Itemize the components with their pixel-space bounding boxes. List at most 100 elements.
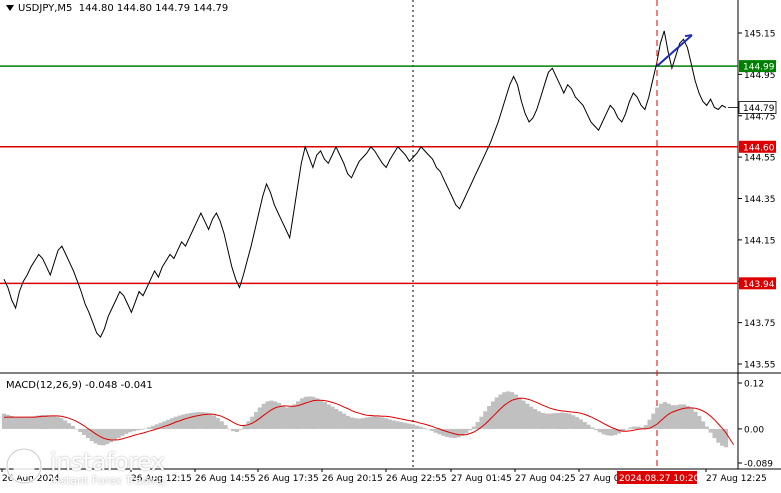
macd-histogram-bar: [124, 428, 129, 434]
current-price-label: 144.79: [743, 104, 775, 114]
macd-histogram-bar: [647, 419, 652, 429]
macd-histogram-bar: [620, 428, 625, 432]
level-price-label: 143.94: [743, 280, 775, 290]
macd-histogram-bar: [670, 405, 675, 429]
level-price-tag: [739, 60, 776, 73]
macd-histogram-bar: [280, 405, 285, 429]
price-tick-label: 143.55: [744, 361, 776, 371]
brand-name: instaforex: [50, 448, 165, 476]
cursor-time-tag: [617, 471, 697, 484]
time-tick-label: 26 Aug 2024: [2, 474, 60, 484]
macd-histogram-bar: [590, 427, 595, 429]
macd-histogram-bar: [425, 428, 431, 430]
macd-histogram-bar: [276, 402, 282, 429]
macd-histogram-bar: [181, 414, 186, 429]
ohlc-values: 144.80 144.80 144.79 144.79: [78, 3, 229, 14]
macd-histogram-bar: [261, 403, 266, 429]
macd-histogram-bar: [36, 415, 41, 429]
macd-histogram-bar: [326, 404, 331, 429]
macd-histogram-bar: [24, 417, 29, 429]
macd-histogram-bar: [380, 417, 385, 429]
macd-histogram-bar: [353, 418, 358, 429]
macd-histogram-bar: [701, 421, 706, 429]
macd-histogram-bar: [66, 423, 71, 429]
level-price-tag: [739, 277, 776, 290]
time-tick-label: 26 Aug 12:15: [131, 474, 192, 484]
macd-histogram-bar: [720, 428, 725, 446]
price-tick-label: 144.95: [744, 71, 776, 81]
macd-histogram-bar: [456, 428, 461, 438]
macd-histogram-bar: [655, 407, 660, 429]
macd-histogram-bar: [292, 404, 297, 429]
macd-histogram-bar: [192, 412, 198, 429]
macd-signal-line: [3, 397, 735, 445]
level-price-label: 144.99: [743, 63, 775, 73]
macd-histogram-bar: [120, 428, 125, 436]
macd-histogram-bar: [212, 415, 217, 429]
macd-histogram-bar: [532, 409, 538, 429]
macd-histogram-bar: [571, 415, 576, 429]
macd-histogram-bar: [521, 400, 526, 429]
macd-histogram-bar: [93, 428, 98, 444]
macd-tick-label: 0.00: [744, 425, 764, 435]
macd-histogram-bar: [330, 406, 335, 429]
macd-histogram-bar: [311, 396, 316, 429]
macd-histogram-bar: [475, 422, 480, 429]
macd-histogram-bar: [17, 417, 22, 429]
time-tick-label: 26 Aug 14:55: [195, 474, 256, 484]
macd-histogram-bar: [502, 392, 507, 429]
macd-histogram-bar: [594, 428, 599, 430]
macd-histogram-bar: [468, 428, 473, 431]
time-tick-label: 27 Aug 07:05: [579, 474, 640, 484]
macd-histogram-bar: [322, 402, 327, 429]
macd-histogram-bar: [234, 428, 240, 432]
time-tick-label: 26 Aug 20:15: [322, 474, 383, 484]
macd-histogram-bar: [616, 428, 622, 434]
macd-histogram-bar: [74, 428, 79, 430]
macd-histogram-bar: [9, 415, 14, 429]
macd-histogram-bar: [716, 428, 721, 443]
macd-histogram-bar: [242, 425, 247, 429]
macd-histogram-bar: [269, 400, 274, 429]
macd-histogram-bar: [105, 428, 110, 445]
macd-histogram-bar: [586, 424, 591, 429]
macd-histogram-bar: [414, 425, 419, 429]
brand-tagline: Instant Forex Trading: [50, 474, 166, 487]
level-price-label: 144.60: [743, 143, 775, 153]
macd-histogram-bar: [63, 420, 68, 429]
macd-histogram-bar: [208, 413, 213, 429]
macd-histogram-bar: [567, 413, 572, 429]
macd-histogram-bar: [597, 428, 602, 433]
macd-histogram-bar: [624, 428, 629, 430]
macd-histogram-bar: [185, 413, 190, 429]
macd-histogram-bar: [364, 417, 369, 429]
macd-histogram-bar: [227, 428, 232, 430]
macd-histogram-bar: [47, 415, 52, 429]
macd-histogram-bar: [341, 413, 347, 429]
macd-histogram-bar: [578, 419, 583, 429]
macd-histogram-bar: [387, 419, 392, 429]
macd-histogram-bar: [418, 426, 423, 429]
macd-histogram-bar: [319, 400, 324, 429]
macd-histogram-bar: [479, 416, 484, 429]
macd-histogram-bar: [383, 418, 389, 429]
macd-histogram-bar: [445, 428, 450, 437]
macd-histogram-bar: [406, 423, 411, 429]
macd-histogram-bar: [189, 412, 194, 429]
macd-histogram-bar: [723, 428, 729, 448]
macd-histogram-bar: [563, 412, 568, 429]
time-tick-label: 27 Aug 04:25: [515, 474, 576, 484]
macd-histogram-bar: [376, 416, 381, 429]
macd-histogram-bar: [21, 417, 26, 429]
macd-histogram-bar: [200, 412, 205, 429]
macd-histogram-bar: [108, 428, 114, 443]
macd-histogram-bar: [303, 396, 308, 429]
macd-histogram-bar: [555, 412, 560, 429]
macd-histogram-bar: [59, 418, 64, 429]
price-tick-label: 144.15: [744, 236, 776, 246]
macd-histogram-bar: [231, 428, 236, 432]
dropdown-triangle-icon[interactable]: [6, 5, 14, 11]
macd-histogram-bar: [5, 414, 10, 429]
macd-histogram-bar: [529, 406, 534, 429]
